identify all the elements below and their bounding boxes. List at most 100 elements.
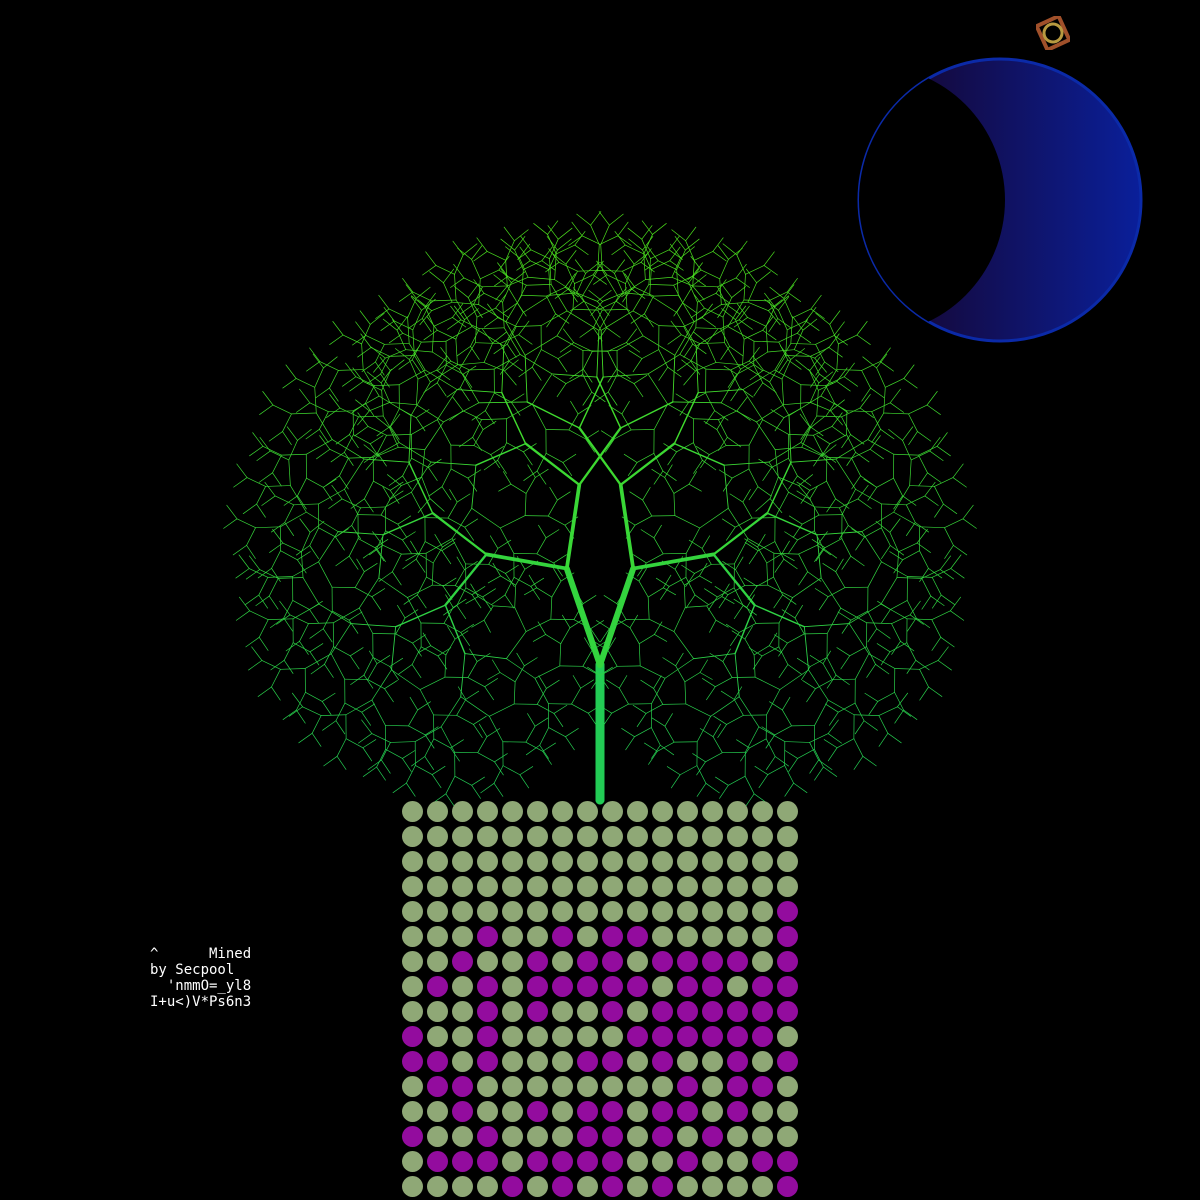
tree-branch [440,347,452,362]
tree-branch [742,364,771,383]
tree-branch [813,452,823,467]
tree-branch [915,617,930,628]
tree-branch [881,561,908,577]
tree-branch [392,782,407,794]
tree-branch [742,501,753,519]
dot-green [552,851,573,872]
tree-branch [825,376,845,386]
tree-branch [695,326,729,347]
dot-green [402,951,423,972]
tree-branch [305,692,323,702]
tree-branch [375,343,385,363]
tree-branch [685,703,712,717]
tree-branch [292,561,319,577]
tree-branch [329,394,341,409]
tree-branch [651,468,666,478]
tree-branch [826,480,836,500]
tree-branch [452,303,464,318]
tree-branch [629,627,640,645]
tree-branch [471,586,486,596]
tree-branch [443,623,462,633]
tree-branch [827,699,855,716]
tree-branch [564,273,576,288]
dot-green [452,826,473,847]
tree-branch [940,636,955,648]
tree-branch [625,263,635,284]
tree-branch [358,577,380,609]
dot-green [552,901,573,922]
tree-branch [361,711,371,726]
tree-branch [373,357,386,373]
tree-branch [440,726,456,753]
tree-branch [502,301,505,329]
tree-branch [351,525,361,539]
tree-branch [893,453,919,456]
tree-branch [606,274,626,284]
tree-branch [753,654,756,678]
tree-branch [761,726,776,736]
tree-branch [679,327,697,355]
tree-branch [651,744,661,759]
dot-green [602,1076,623,1097]
tree-branch [539,727,550,746]
tree-branch [881,545,891,560]
tree-branch [828,333,840,348]
tree-branch [495,294,507,309]
tree-branch [762,329,777,341]
tree-branch [605,438,615,453]
tree-branch [421,318,432,333]
tree-branch [709,619,717,633]
tree-branch [297,495,307,510]
dot-green [727,851,748,872]
tree-branch [867,561,882,588]
tree-branch [781,709,792,727]
tree-branch [349,434,359,449]
tree-branch [905,495,926,506]
tree-branch [514,584,517,608]
tree-branch [502,765,521,776]
tree-branch [827,747,838,762]
tree-branch [851,475,861,490]
tree-branch [265,485,291,487]
tree-branch [503,327,521,355]
tree-branch [769,476,779,499]
tree-branch [545,634,562,645]
dot-purple [602,1051,623,1072]
tree-branch [645,276,673,280]
tree-branch [764,292,776,308]
tree-branch [422,265,437,276]
tree-branch [909,614,924,625]
tree-branch [836,738,855,749]
tree-branch [525,618,552,632]
tree-branch [274,495,295,506]
tree-branch [869,448,884,460]
dot-green [477,1076,498,1097]
tree-branch [826,607,842,634]
tree-branch [316,448,331,460]
dot-green [552,876,573,897]
tree-branch [344,702,363,713]
tree-branch [380,382,391,403]
dot-purple [602,951,623,972]
tree-branch [565,728,579,738]
tree-branch [501,345,505,394]
tree-branch [828,347,843,358]
dot-green [427,1026,448,1047]
tree-branch [861,511,895,532]
tree-branch [853,738,864,757]
tree-branch [309,643,324,653]
tree-branch [597,565,637,668]
tree-branch [801,427,811,448]
tree-branch [279,511,307,528]
tree-branch [445,326,473,342]
dot-green [777,1026,798,1047]
tree-branch [435,265,455,275]
tree-branch [906,642,917,661]
dot-purple [677,1076,698,1097]
tree-branch [377,434,387,454]
tree-branch [627,462,638,476]
tree-branch [499,343,510,362]
tree-branch [705,368,731,371]
tree-branch [638,568,647,582]
tree-branch [919,668,929,688]
